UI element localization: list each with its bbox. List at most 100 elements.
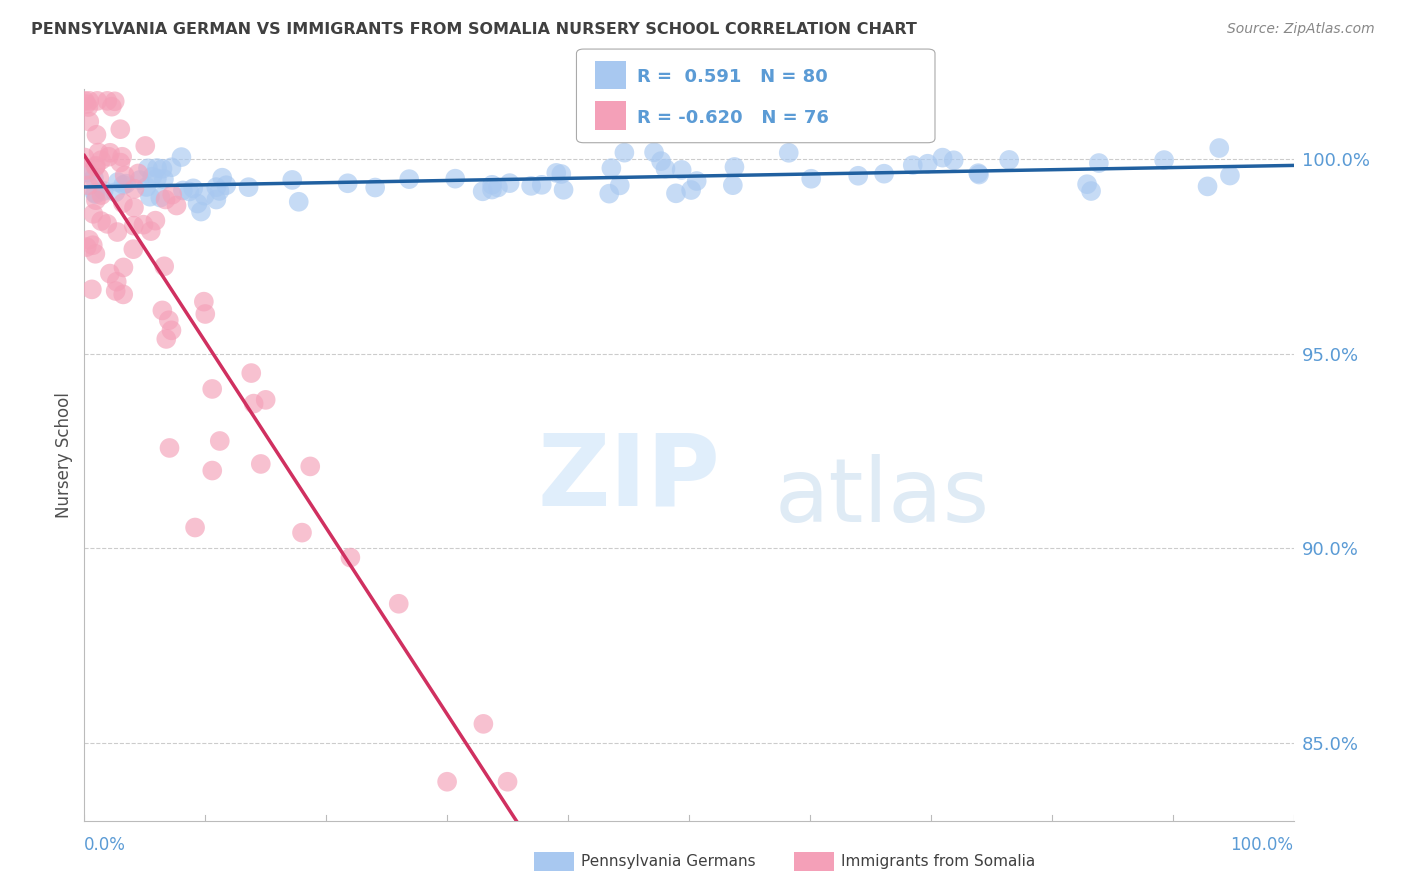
Point xyxy=(122,219,145,233)
Point xyxy=(184,520,207,534)
Point xyxy=(800,171,823,186)
Point xyxy=(643,145,665,160)
Point xyxy=(98,145,121,160)
Point xyxy=(166,198,188,212)
Point xyxy=(155,193,177,207)
Point xyxy=(436,774,458,789)
Point xyxy=(609,178,631,193)
Point xyxy=(181,181,204,195)
Text: ZIP: ZIP xyxy=(537,430,720,527)
Point xyxy=(146,161,169,175)
Point xyxy=(520,178,543,193)
Point xyxy=(249,457,271,471)
Point xyxy=(388,597,411,611)
Point xyxy=(721,178,744,193)
Point xyxy=(127,166,149,180)
Point xyxy=(76,240,98,254)
Point xyxy=(193,188,215,202)
Point xyxy=(194,307,217,321)
Point xyxy=(205,193,228,207)
Point xyxy=(84,159,107,173)
Text: Pennsylvania Germans: Pennsylvania Germans xyxy=(581,855,755,869)
Point xyxy=(681,183,703,197)
Point xyxy=(105,275,128,289)
Point xyxy=(170,150,193,164)
Point xyxy=(917,157,939,171)
Point xyxy=(90,214,112,228)
Point xyxy=(598,186,620,201)
Point xyxy=(77,100,100,114)
Point xyxy=(364,180,387,194)
Point xyxy=(89,170,111,185)
Point xyxy=(84,247,107,261)
Point xyxy=(967,168,990,182)
Point xyxy=(82,238,104,252)
Point xyxy=(112,287,135,301)
Point xyxy=(146,171,169,186)
Point xyxy=(942,153,965,168)
Point xyxy=(967,166,990,180)
Point xyxy=(153,172,176,186)
Point xyxy=(77,166,100,180)
Point xyxy=(141,169,163,184)
Point xyxy=(654,161,676,176)
Point xyxy=(1153,153,1175,167)
Point xyxy=(498,176,520,190)
Point xyxy=(105,225,128,239)
Point xyxy=(128,173,150,187)
Point xyxy=(444,171,467,186)
Point xyxy=(73,151,96,165)
Text: PENNSYLVANIA GERMAN VS IMMIGRANTS FROM SOMALIA NURSERY SCHOOL CORRELATION CHART: PENNSYLVANIA GERMAN VS IMMIGRANTS FROM S… xyxy=(31,22,917,37)
Point xyxy=(112,260,135,275)
Point xyxy=(136,161,159,176)
Point xyxy=(132,218,155,232)
Point xyxy=(82,207,104,221)
Point xyxy=(242,396,264,410)
Point xyxy=(159,441,181,455)
Point xyxy=(481,178,503,192)
Point xyxy=(104,284,127,298)
Point xyxy=(160,161,183,175)
Point xyxy=(77,233,100,247)
Point xyxy=(481,182,503,196)
Point xyxy=(87,145,110,160)
Point xyxy=(998,153,1021,167)
Point xyxy=(122,201,145,215)
Point xyxy=(86,128,108,142)
Point xyxy=(186,196,208,211)
Point xyxy=(205,180,228,194)
Point xyxy=(201,382,224,396)
Point xyxy=(299,459,322,474)
Point xyxy=(211,170,233,185)
Point xyxy=(110,155,132,169)
Point xyxy=(201,464,224,478)
Text: Immigrants from Somalia: Immigrants from Somalia xyxy=(841,855,1035,869)
Point xyxy=(238,180,260,194)
Point xyxy=(778,145,800,160)
Point xyxy=(398,172,420,186)
Point xyxy=(162,187,184,202)
Point xyxy=(339,550,361,565)
Point xyxy=(193,294,215,309)
Point xyxy=(104,95,127,109)
Point xyxy=(208,434,231,448)
Point xyxy=(901,158,924,172)
Text: R =  0.591   N = 80: R = 0.591 N = 80 xyxy=(637,69,828,87)
Point xyxy=(124,182,146,196)
Point xyxy=(281,173,304,187)
Point xyxy=(93,184,115,198)
Point xyxy=(846,169,869,183)
Point xyxy=(150,303,173,318)
Text: Source: ZipAtlas.com: Source: ZipAtlas.com xyxy=(1227,22,1375,37)
Point xyxy=(157,313,180,327)
Point xyxy=(471,184,494,198)
Point xyxy=(77,178,100,193)
Point xyxy=(96,94,118,108)
Point xyxy=(1088,156,1111,170)
Point xyxy=(873,167,896,181)
Point xyxy=(650,154,672,169)
Point xyxy=(139,190,162,204)
Point xyxy=(530,178,553,192)
Point xyxy=(153,260,176,274)
Text: atlas: atlas xyxy=(775,454,990,541)
